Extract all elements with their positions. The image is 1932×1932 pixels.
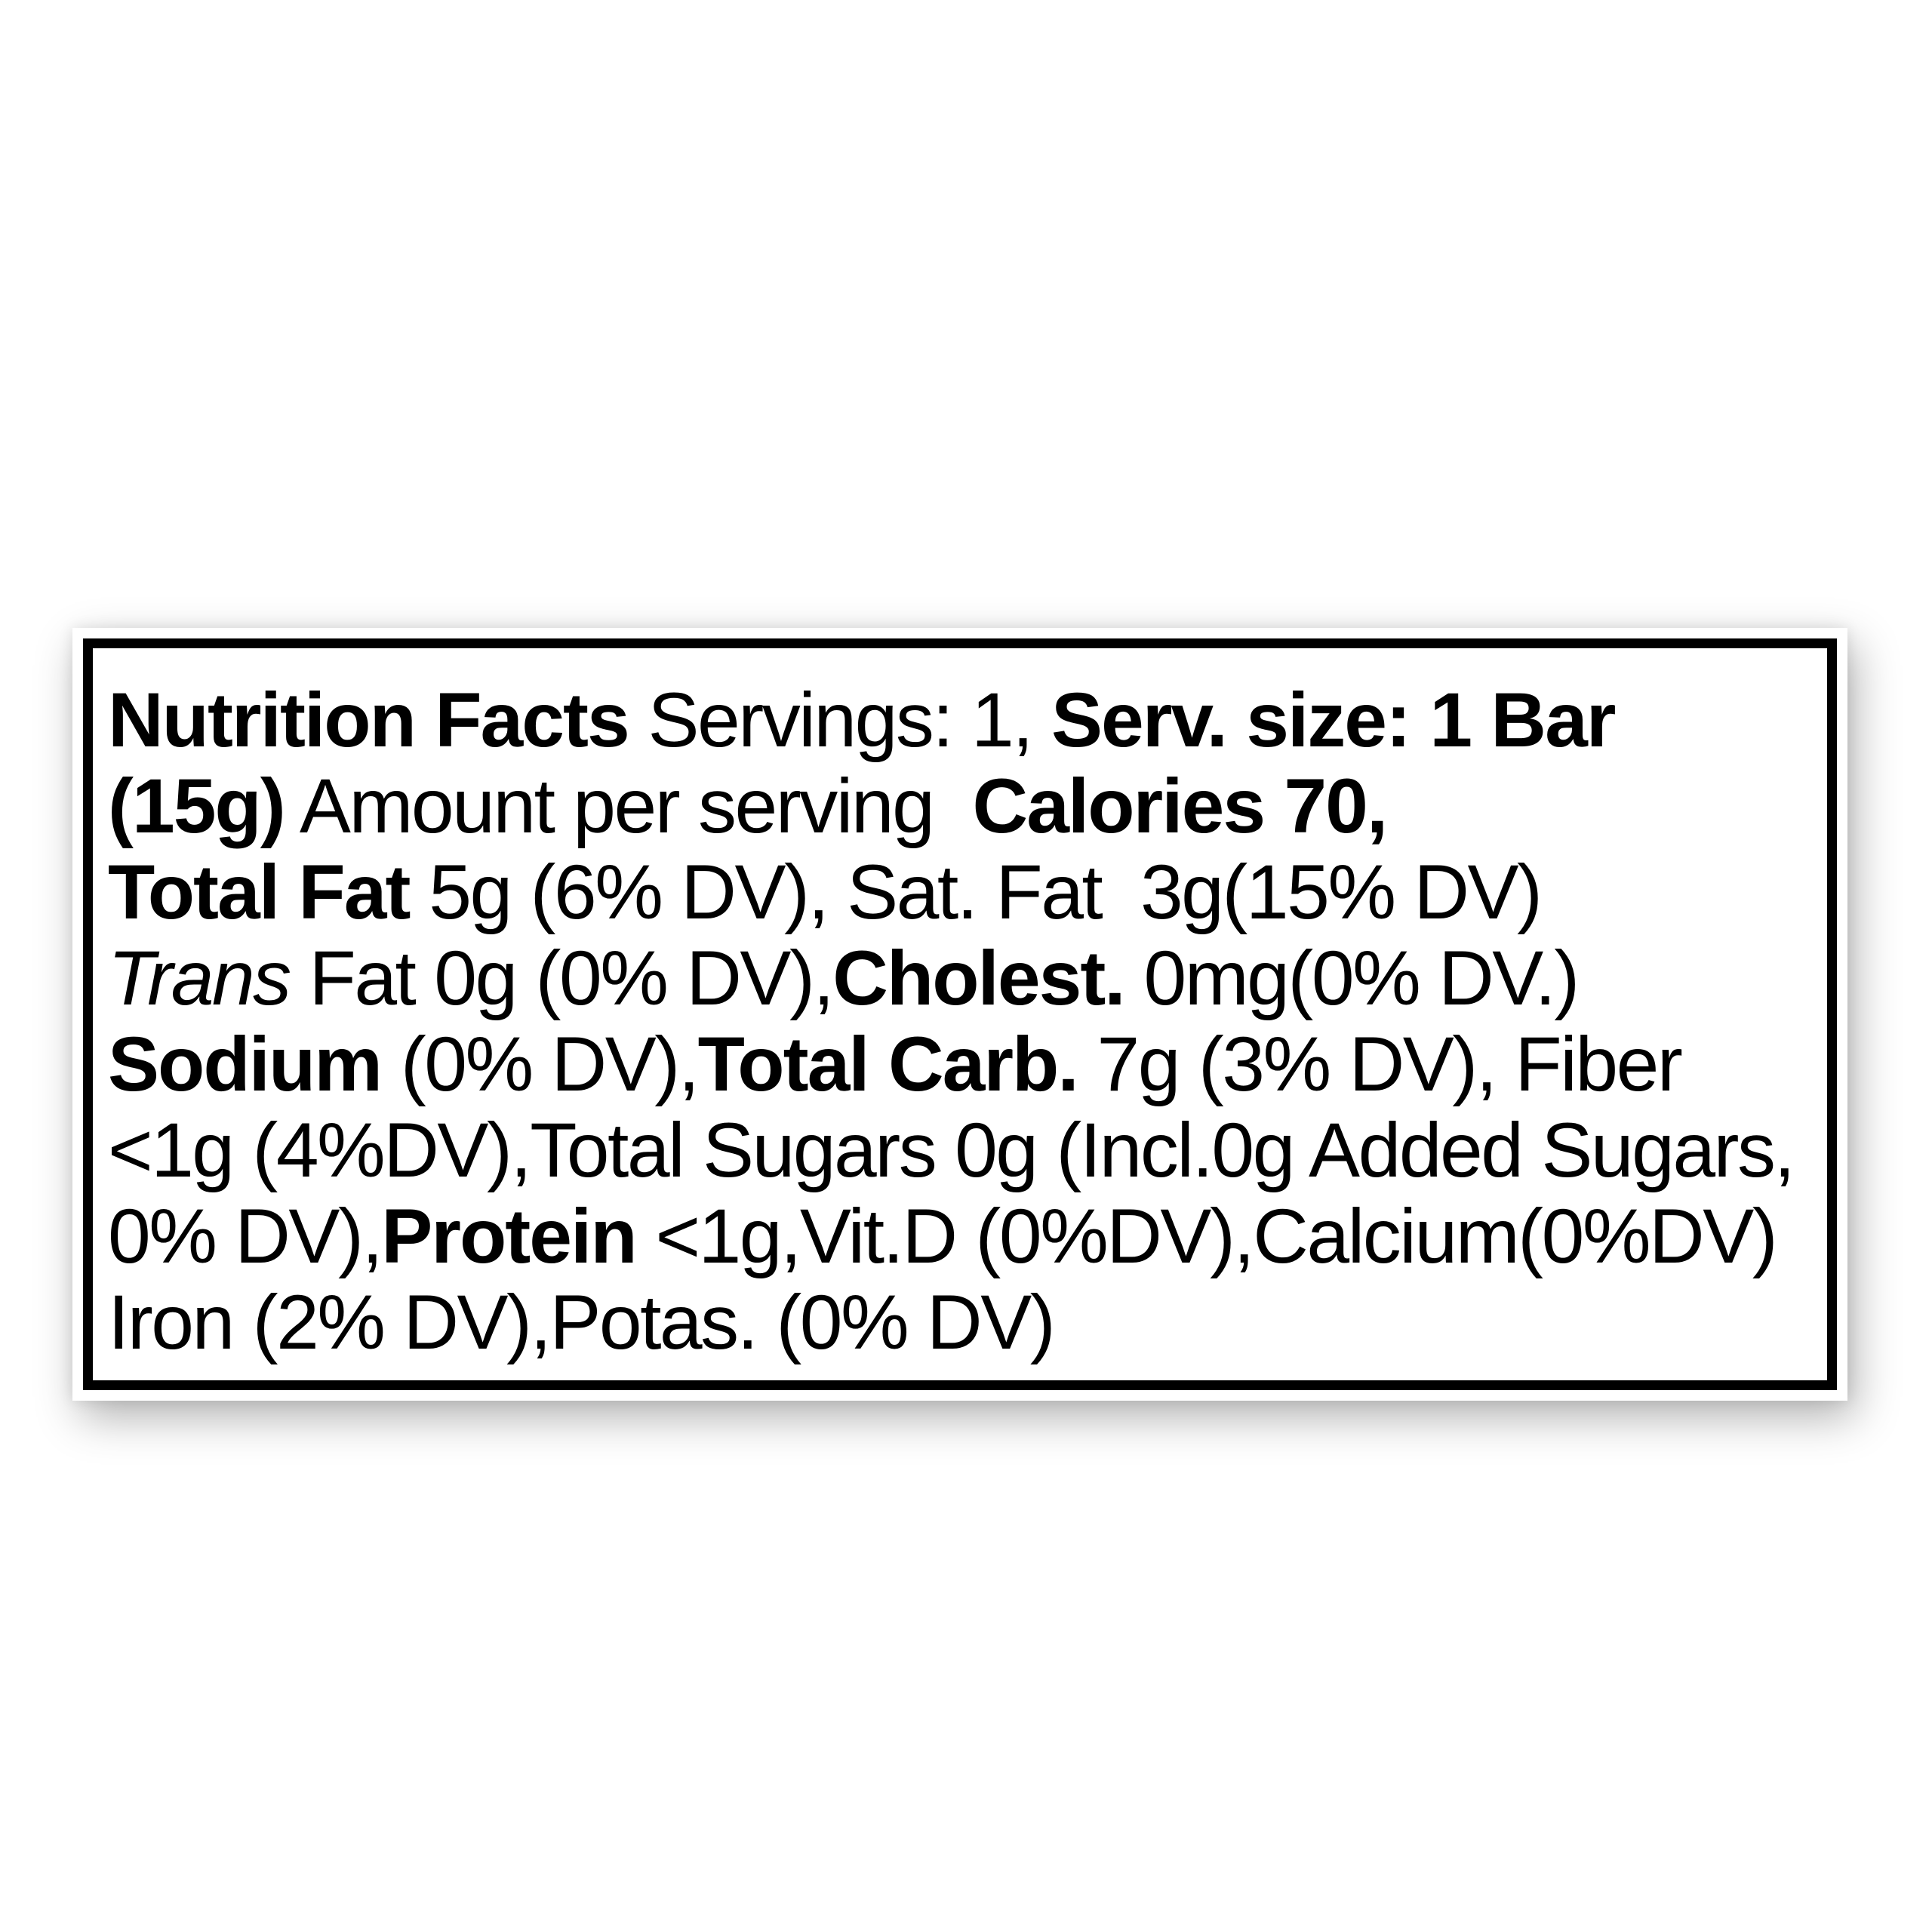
label-line-1: Nutrition Facts Servings: 1, Serv. size:… <box>108 677 1824 763</box>
protein-label: Protein <box>381 1193 637 1279</box>
total-carb-label: Total Carb. <box>697 1021 1079 1107</box>
nutrition-label-card: Nutrition Facts Servings: 1, Serv. size:… <box>72 628 1847 1401</box>
trans-fat-label: Trans <box>108 935 291 1021</box>
amount-per-serving-text: Amount per serving <box>284 763 953 849</box>
fiber-sugars-text: <1g (4%DV),Total Sugars 0g (Incl.0g Adde… <box>108 1107 1795 1193</box>
cholesterol-label: Cholest. <box>832 935 1125 1021</box>
label-line-4: Trans Fat 0g (0% DV),Cholest. 0mg(0% DV.… <box>108 935 1824 1021</box>
label-line-7: 0% DV),Protein <1g,Vit.D (0%DV),Calcium(… <box>108 1193 1824 1279</box>
trans-fat-values: Fat 0g (0% DV), <box>289 935 835 1021</box>
label-line-3: Total Fat 5g (6% DV), Sat. Fat 3g(15% DV… <box>108 849 1824 935</box>
total-fat-label: Total Fat <box>108 849 411 935</box>
label-line-2: (15g) Amount per serving Calories 70, <box>108 763 1824 849</box>
servings-text: Servings: 1, <box>628 677 1051 763</box>
label-line-5: Sodium (0% DV),Total Carb. 7g (3% DV), F… <box>108 1021 1824 1107</box>
total-fat-values: 5g (6% DV), Sat. Fat 3g(15% DV) <box>409 849 1543 935</box>
label-title: Nutrition Facts <box>108 677 630 763</box>
label-line-6: <1g (4%DV),Total Sugars 0g (Incl.0g Adde… <box>108 1107 1824 1193</box>
nutrition-label-box: Nutrition Facts Servings: 1, Serv. size:… <box>83 638 1837 1390</box>
serving-size-text: Serv. size: 1 Bar <box>1051 677 1617 763</box>
label-line-8: Iron (2% DV),Potas. (0% DV) <box>108 1279 1824 1365</box>
sodium-values: (0% DV), <box>380 1021 700 1107</box>
serving-weight-text: (15g) <box>108 763 286 849</box>
calories-text: Calories 70, <box>952 763 1389 849</box>
cholesterol-values: 0mg(0% DV.) <box>1124 935 1580 1021</box>
iron-potassium-text: Iron (2% DV),Potas. (0% DV) <box>108 1279 1056 1365</box>
added-sugars-dv-text: 0% DV), <box>108 1193 383 1279</box>
protein-vitamins-text: <1g,Vit.D (0%DV),Calcium(0%DV) <box>635 1193 1777 1279</box>
total-carb-values: 7g (3% DV), Fiber <box>1077 1021 1683 1107</box>
sodium-label: Sodium <box>108 1021 383 1107</box>
